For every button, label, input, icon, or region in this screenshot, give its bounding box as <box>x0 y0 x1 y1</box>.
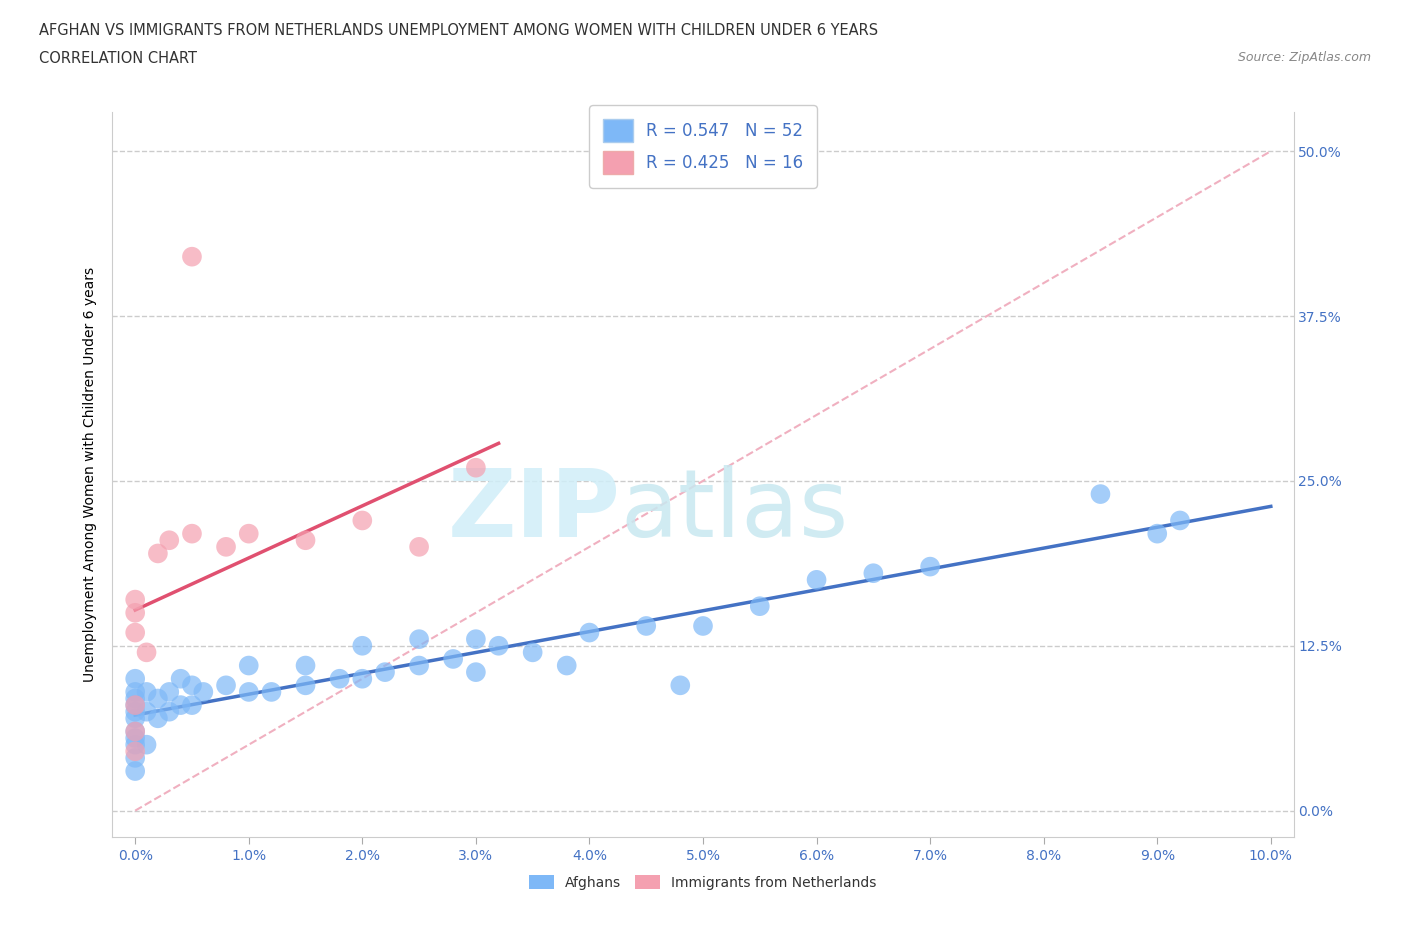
Point <box>181 249 204 264</box>
Point <box>124 698 146 712</box>
Point <box>408 658 430 673</box>
Point <box>669 678 692 693</box>
Text: CORRELATION CHART: CORRELATION CHART <box>39 51 197 66</box>
Point <box>1168 513 1191 528</box>
Text: ZIP: ZIP <box>447 465 620 556</box>
Point <box>748 599 770 614</box>
Point <box>294 533 316 548</box>
Point <box>408 539 430 554</box>
Point <box>124 724 146 739</box>
Point <box>124 751 146 765</box>
Point <box>146 546 169 561</box>
Point <box>408 631 430 646</box>
Point <box>135 644 157 659</box>
Point <box>157 684 180 699</box>
Point <box>215 539 238 554</box>
Point <box>215 678 238 693</box>
Point <box>692 618 714 633</box>
Point <box>135 704 157 719</box>
Point <box>488 638 510 653</box>
Text: atlas: atlas <box>620 465 849 556</box>
Point <box>555 658 578 673</box>
Point <box>464 665 486 680</box>
Point <box>352 513 374 528</box>
Y-axis label: Unemployment Among Women with Children Under 6 years: Unemployment Among Women with Children U… <box>83 267 97 682</box>
Text: Source: ZipAtlas.com: Source: ZipAtlas.com <box>1237 51 1371 64</box>
Point <box>464 631 486 646</box>
Point <box>124 744 146 759</box>
Point <box>124 724 146 739</box>
Point <box>806 572 828 587</box>
Point <box>522 644 544 659</box>
Point <box>636 618 658 633</box>
Point <box>352 671 374 686</box>
Point <box>578 625 600 640</box>
Point <box>124 605 146 620</box>
Point <box>124 592 146 607</box>
Point <box>157 704 180 719</box>
Point <box>352 638 374 653</box>
Point <box>181 526 204 541</box>
Text: AFGHAN VS IMMIGRANTS FROM NETHERLANDS UNEMPLOYMENT AMONG WOMEN WITH CHILDREN UND: AFGHAN VS IMMIGRANTS FROM NETHERLANDS UN… <box>39 23 879 38</box>
Point <box>135 684 157 699</box>
Point <box>169 671 191 686</box>
Point <box>124 684 146 699</box>
Point <box>124 704 146 719</box>
Point <box>238 658 260 673</box>
Point <box>441 652 464 667</box>
Point <box>260 684 283 699</box>
Point <box>135 737 157 752</box>
Point <box>124 698 146 712</box>
Point <box>374 665 396 680</box>
Point <box>181 698 204 712</box>
Point <box>294 678 316 693</box>
Point <box>193 684 215 699</box>
Legend: Afghans, Immigrants from Netherlands: Afghans, Immigrants from Netherlands <box>523 870 883 896</box>
Point <box>238 526 260 541</box>
Point <box>124 731 146 746</box>
Point <box>124 625 146 640</box>
Point <box>146 691 169 706</box>
Point <box>169 698 191 712</box>
Point <box>124 764 146 778</box>
Point <box>862 565 884 580</box>
Point <box>1090 486 1112 501</box>
Point <box>464 460 486 475</box>
Point <box>124 711 146 725</box>
Point <box>294 658 316 673</box>
Point <box>181 678 204 693</box>
Point <box>238 684 260 699</box>
Point <box>146 711 169 725</box>
Point <box>124 737 146 752</box>
Point <box>1146 526 1168 541</box>
Point <box>157 533 180 548</box>
Point <box>124 691 146 706</box>
Point <box>920 559 942 574</box>
Point <box>329 671 352 686</box>
Point <box>124 671 146 686</box>
